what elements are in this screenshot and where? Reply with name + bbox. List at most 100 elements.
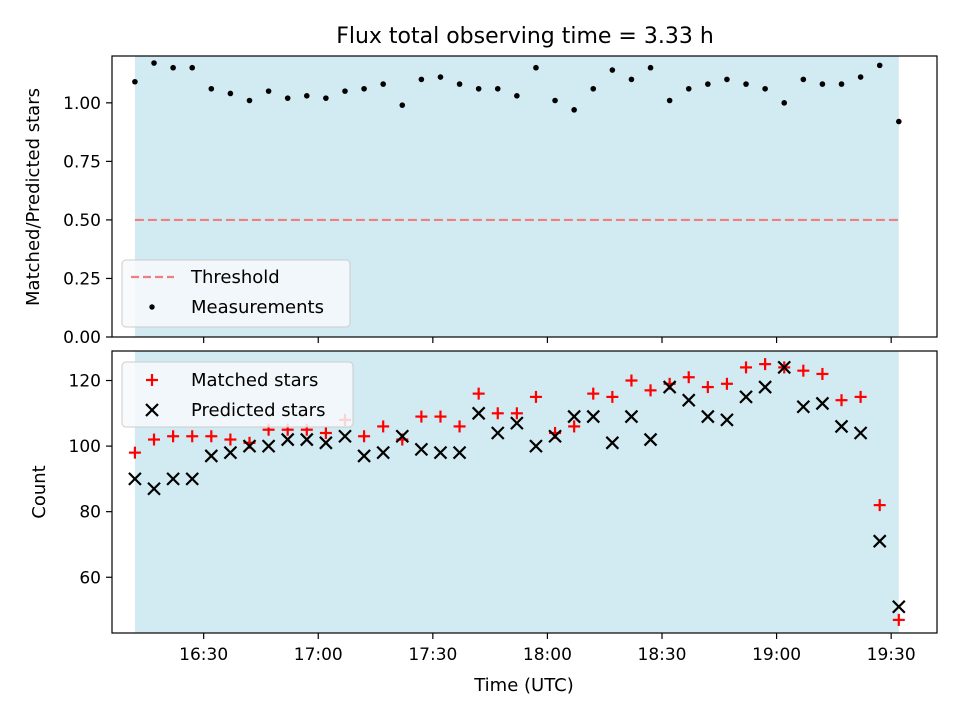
measurement-point xyxy=(323,95,329,101)
matched-star-point xyxy=(816,367,829,380)
count-panel-y-axis-label: Count xyxy=(29,465,50,518)
measurement-point xyxy=(132,78,138,85)
ratio-panel-x-ticks xyxy=(203,337,892,343)
measurement-point xyxy=(800,76,807,83)
predicted-star-point xyxy=(490,426,505,440)
measurement-point xyxy=(628,76,635,83)
x-tick-label: 18:30 xyxy=(638,645,687,665)
measurement-point xyxy=(514,93,520,99)
predicted-star-point xyxy=(204,449,219,463)
measurement-point xyxy=(533,64,539,71)
matched-star-point xyxy=(377,420,390,433)
predicted-star-point xyxy=(433,445,448,460)
predicted-star-point xyxy=(529,439,543,453)
matched-star-point xyxy=(472,387,485,400)
predicted-star-point xyxy=(758,380,772,394)
x-tick-label: 17:00 xyxy=(294,645,343,665)
measurement-point xyxy=(857,74,864,80)
ratio-legend-box xyxy=(121,259,351,328)
x-tick-label: 19:00 xyxy=(752,645,801,665)
measurement-point xyxy=(227,90,234,97)
measurement-point xyxy=(265,88,272,94)
matched-star-point xyxy=(510,407,523,420)
ratio-y-tick-label: 0.75 xyxy=(63,152,101,172)
measurement-point xyxy=(896,118,902,125)
predicted-star-point xyxy=(357,449,371,463)
measurement-point xyxy=(590,85,597,92)
measurement-point xyxy=(571,107,577,113)
ratio-y-tick-label: 1.00 xyxy=(63,94,101,114)
measurement-point xyxy=(361,85,367,92)
predicted-star-point xyxy=(319,436,333,450)
measurement-point xyxy=(819,81,826,87)
predicted-stars-points xyxy=(128,360,906,614)
measurement-point xyxy=(399,102,406,108)
x-tick-label: 17:30 xyxy=(408,645,457,665)
matched-star-point xyxy=(720,377,733,390)
measurement-point xyxy=(838,81,845,87)
matched-star-point xyxy=(491,407,504,420)
x-axis-label: Time (UTC) xyxy=(473,675,574,696)
measurement-point xyxy=(303,93,310,99)
measurement-point xyxy=(876,62,883,69)
ratio-panel: 0.00 0.25 0.50 0.75 1.00 Matched/Predicted s… xyxy=(23,55,938,348)
measurement-point xyxy=(208,85,215,92)
matched-star-point xyxy=(128,446,141,459)
ratio-y-tick-label: 0.00 xyxy=(63,328,101,348)
predicted-star-point xyxy=(548,429,562,444)
measurement-point xyxy=(666,97,673,104)
count-y-tick-label: 100 xyxy=(69,437,101,457)
measurement-point xyxy=(475,85,482,92)
measurement-point xyxy=(151,60,157,66)
matched-star-point xyxy=(759,358,772,371)
predicted-star-point xyxy=(452,445,467,460)
matched-star-point xyxy=(453,420,466,433)
matched-star-point xyxy=(205,430,218,443)
matched-star-point xyxy=(529,390,542,403)
predicted-star-point xyxy=(586,409,601,424)
predicted-star-point xyxy=(605,436,620,450)
measurement-point xyxy=(647,64,654,71)
matched-star-point xyxy=(835,394,848,407)
predicted-star-point xyxy=(624,409,639,424)
predicted-star-point xyxy=(567,409,581,424)
measurement-point xyxy=(246,97,253,104)
matched-star-point xyxy=(740,361,753,374)
measurement-point xyxy=(724,76,730,83)
matched-stars-legend-swatch xyxy=(146,374,158,386)
matched-star-point xyxy=(682,371,695,384)
measurements-legend-label: Measurements xyxy=(191,297,324,318)
predicted-star-point xyxy=(892,599,906,614)
ratio-panel-y-axis-label: Matched/Predicted stars xyxy=(23,88,44,306)
measurement-point xyxy=(552,97,558,104)
predicted-star-point xyxy=(242,439,257,453)
matched-star-point xyxy=(358,430,371,443)
matched-star-point xyxy=(625,374,638,387)
predicted-stars-legend-swatch xyxy=(145,403,159,417)
ratio-panel-frame xyxy=(111,55,938,338)
predicted-star-point xyxy=(166,472,180,486)
measurements-legend-swatch xyxy=(149,304,155,310)
predicted-star-point xyxy=(300,432,314,447)
measurement-point xyxy=(705,81,711,87)
measurement-point xyxy=(380,81,386,87)
matched-star-point xyxy=(587,387,600,400)
matched-star-point xyxy=(568,420,581,433)
predicted-star-point xyxy=(223,445,238,460)
matched-star-point xyxy=(434,410,447,423)
count-y-tick-label: 60 xyxy=(79,568,101,588)
count-y-tick-label: 80 xyxy=(79,503,101,523)
matched-star-point xyxy=(186,430,199,443)
predicted-star-point xyxy=(128,472,142,486)
predicted-star-point xyxy=(395,429,410,444)
measurement-point xyxy=(284,95,291,101)
predicted-star-point xyxy=(815,396,830,411)
predicted-star-point xyxy=(681,393,696,407)
measurement-point xyxy=(685,85,692,92)
predicted-star-point xyxy=(185,472,199,486)
predicted-star-point xyxy=(643,432,658,447)
matched-star-point xyxy=(797,364,810,377)
measurement-point xyxy=(189,64,196,71)
count-panel: 60 80 100 120 16:30 17:00 17:30 18:00 18:30 19:0… xyxy=(29,350,938,696)
ratio-panel-legend: Threshold Measurements xyxy=(121,259,351,328)
